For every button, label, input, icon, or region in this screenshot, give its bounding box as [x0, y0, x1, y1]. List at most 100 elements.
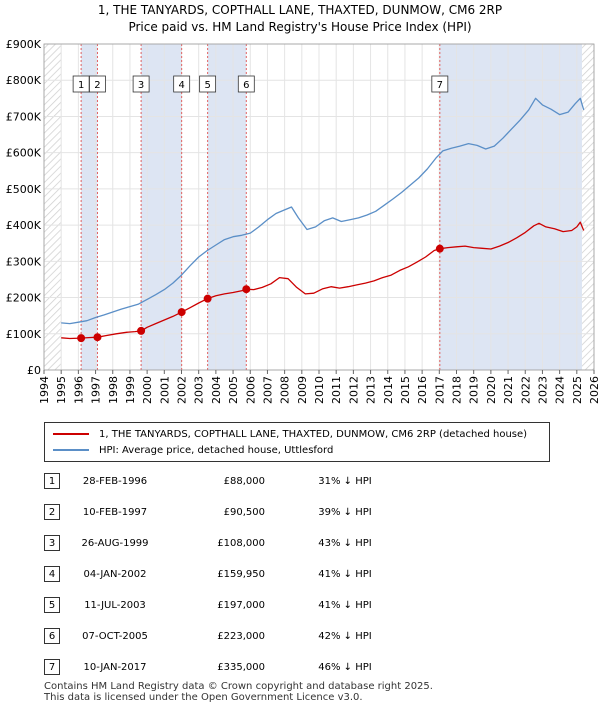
- hatched-period: [44, 44, 62, 370]
- sale-label: 4: [178, 80, 184, 91]
- sale-point: [177, 308, 186, 317]
- hpi-line: [61, 97, 585, 325]
- sale-label: 6: [243, 80, 249, 91]
- sale-hpi-diff: 46% ↓ HPI: [318, 662, 372, 673]
- sale-label: 7: [437, 80, 443, 91]
- sale-price: £335,000: [217, 662, 265, 673]
- x-tick-label: 2012: [347, 376, 360, 404]
- x-tick-label: 2005: [227, 376, 240, 404]
- sale-point: [242, 285, 251, 294]
- sale-row: 2 10-FEB-1997 £90,500 39% ↓ HPI: [0, 501, 600, 525]
- legend-hpi-label: HPI: Average price, detached house, Uttl…: [99, 445, 334, 456]
- ownership-period-shade: [81, 44, 98, 370]
- x-tick-label: 2006: [244, 376, 257, 404]
- x-tick-label: 2009: [296, 376, 309, 404]
- x-tick-label: 2026: [588, 376, 600, 404]
- sale-point: [77, 334, 86, 343]
- x-tick-label: 2023: [536, 376, 549, 404]
- x-tick-label: 2020: [485, 376, 498, 404]
- property-price-line: [61, 221, 585, 340]
- sale-price: £88,000: [223, 476, 265, 487]
- sale-price: £197,000: [217, 600, 265, 611]
- sale-hpi-diff: 42% ↓ HPI: [318, 631, 372, 642]
- ownership-period-shade: [207, 44, 247, 370]
- x-tick-label: 1998: [107, 376, 120, 404]
- x-tick-label: 2016: [416, 376, 429, 404]
- x-tick-label: 2013: [365, 376, 378, 404]
- sale-label-box: [89, 75, 106, 93]
- x-tick-label: 2015: [399, 376, 412, 404]
- x-tick-label: 2000: [141, 376, 154, 404]
- sale-number: 6: [44, 628, 60, 644]
- sale-date: 04-JAN-2002: [83, 569, 147, 580]
- x-tick-label: 2018: [451, 376, 464, 404]
- y-tick-label: £100K: [6, 328, 42, 341]
- sale-row: 3 26-AUG-1999 £108,000 43% ↓ HPI: [0, 532, 600, 556]
- footer: Contains HM Land Registry data © Crown c…: [44, 681, 433, 703]
- x-tick-label: 2001: [158, 376, 171, 404]
- x-tick-label: 2002: [176, 376, 189, 404]
- sale-hpi-diff: 43% ↓ HPI: [318, 538, 372, 549]
- sale-date: 28-FEB-1996: [82, 476, 148, 487]
- chart-title: 1, THE TANYARDS, COPTHALL LANE, THAXTED,…: [0, 2, 600, 36]
- sale-label-box: [173, 75, 191, 93]
- sale-date: 10-JAN-2017: [83, 662, 147, 673]
- title-line-1: 1, THE TANYARDS, COPTHALL LANE, THAXTED,…: [97, 3, 503, 17]
- sale-hpi-diff: 41% ↓ HPI: [318, 600, 372, 611]
- y-tick-label: £0: [27, 364, 41, 377]
- sale-row: 1 28-FEB-1996 £88,000 31% ↓ HPI: [0, 470, 600, 494]
- x-tick-label: 1994: [38, 376, 51, 404]
- x-tick-label: 1999: [124, 376, 137, 404]
- x-tick-label: 2025: [571, 376, 584, 404]
- sale-row: 4 04-JAN-2002 £159,950 41% ↓ HPI: [0, 563, 600, 587]
- sale-row: 6 07-OCT-2005 £223,000 42% ↓ HPI: [0, 625, 600, 649]
- sale-row: 5 11-JUL-2003 £197,000 41% ↓ HPI: [0, 594, 600, 618]
- x-tick-label: 2024: [554, 376, 567, 404]
- y-tick-label: £700K: [6, 110, 42, 123]
- sale-hpi-diff: 39% ↓ HPI: [318, 507, 372, 518]
- sale-date: 07-OCT-2005: [82, 631, 148, 642]
- sale-label-box: [132, 75, 150, 93]
- x-tick-label: 2008: [279, 376, 292, 404]
- sale-price: £108,000: [217, 538, 265, 549]
- sale-number: 4: [44, 566, 60, 582]
- y-tick-label: £200K: [6, 292, 42, 305]
- legend-hpi-swatch: [53, 449, 89, 451]
- sale-label: 1: [78, 80, 84, 91]
- legend: 1, THE TANYARDS, COPTHALL LANE, THAXTED,…: [44, 422, 550, 462]
- sale-number: 1: [44, 473, 60, 489]
- x-tick-label: 2022: [519, 376, 532, 404]
- x-tick-label: 2010: [313, 376, 326, 404]
- sale-point: [203, 294, 212, 303]
- sale-date: 11-JUL-2003: [84, 600, 146, 611]
- sale-point: [93, 333, 102, 342]
- footer-licence: This data is licensed under the Open Gov…: [44, 692, 363, 703]
- sale-label: 5: [204, 80, 210, 91]
- y-tick-label: £300K: [6, 255, 42, 268]
- x-tick-label: 1997: [90, 376, 103, 404]
- sale-row: 7 10-JAN-2017 £335,000 46% ↓ HPI: [0, 656, 600, 680]
- footer-copyright: Contains HM Land Registry data © Crown c…: [44, 681, 433, 692]
- sale-label-box: [237, 75, 255, 93]
- sale-date: 10-FEB-1997: [82, 507, 148, 518]
- y-tick-label: £800K: [6, 74, 42, 87]
- x-tick-label: 2017: [433, 376, 446, 404]
- sale-price: £90,500: [223, 507, 265, 518]
- x-tick-label: 2014: [382, 376, 395, 404]
- legend-property-swatch: [53, 433, 89, 435]
- x-tick-label: 2011: [330, 376, 343, 404]
- sale-hpi-diff: 31% ↓ HPI: [318, 476, 372, 487]
- sale-price: £223,000: [217, 631, 265, 642]
- y-tick-label: £600K: [6, 147, 42, 160]
- sale-label-box: [431, 75, 449, 93]
- x-tick-label: 2019: [468, 376, 481, 404]
- title-line-2: Price paid vs. HM Land Registry's House …: [128, 20, 472, 34]
- sale-date: 26-AUG-1999: [81, 538, 149, 549]
- x-tick-label: 2003: [193, 376, 206, 404]
- x-tick-label: 1995: [55, 376, 68, 404]
- sale-number: 7: [44, 659, 60, 675]
- x-tick-label: 1996: [72, 376, 85, 404]
- legend-property-label: 1, THE TANYARDS, COPTHALL LANE, THAXTED,…: [99, 429, 528, 440]
- sale-number: 3: [44, 535, 60, 551]
